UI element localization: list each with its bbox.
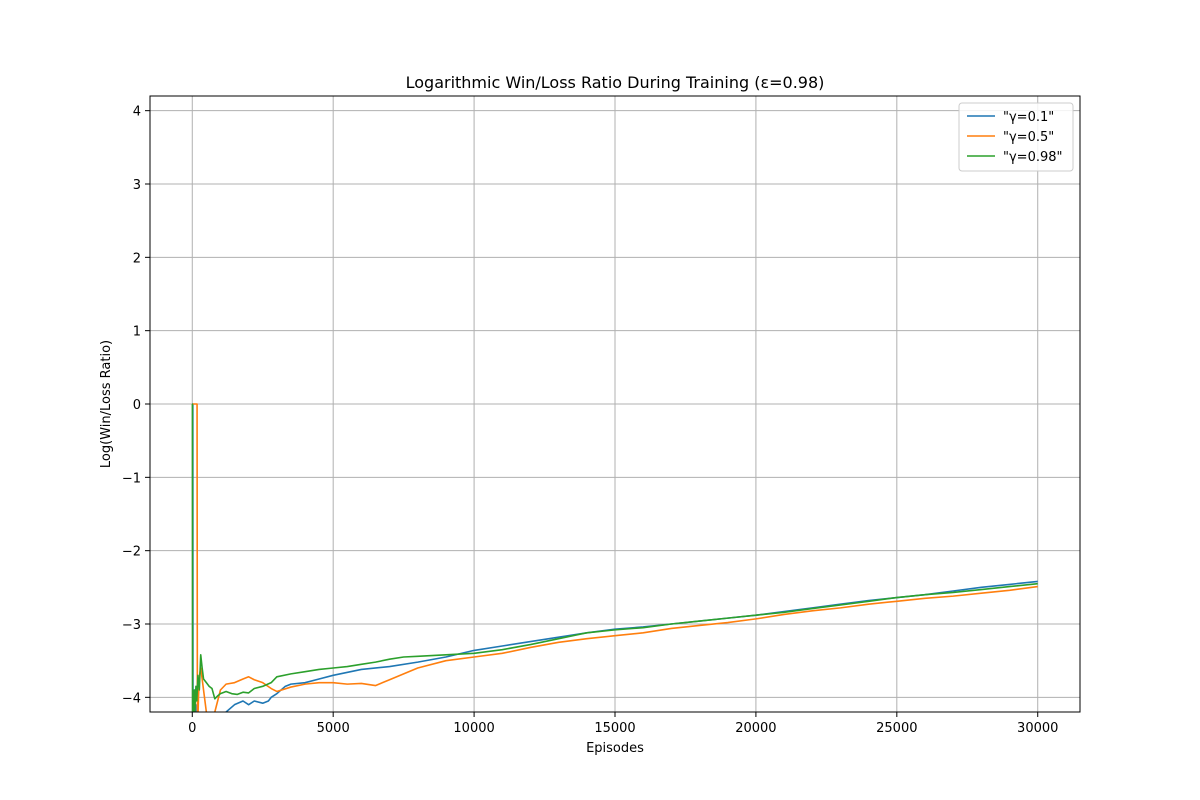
y-tick-label: −2	[122, 545, 141, 560]
y-axis-ticks: −4 −3 −2 −1 0 1 2 3 4	[122, 105, 150, 706]
y-tick-label: 3	[133, 178, 141, 193]
series-line-1	[192, 403, 1038, 712]
y-tick-label: −3	[122, 618, 141, 633]
legend-label: "γ=0.98"	[1003, 150, 1063, 165]
y-tick-label: 2	[133, 251, 141, 266]
y-tick-label: −1	[122, 471, 141, 486]
x-axis-ticks: 0 5000 10000 15000 20000 25000 30000	[188, 712, 1058, 736]
y-tick-label: −4	[122, 691, 141, 706]
y-tick-label: 4	[133, 105, 141, 120]
y-axis-label: Log(Win/Loss Ratio)	[99, 340, 114, 468]
y-tick-label: 1	[133, 325, 141, 340]
series-line-2	[191, 403, 1038, 712]
x-tick-label: 30000	[1017, 721, 1058, 736]
chart-title: Logarithmic Win/Loss Ratio During Traini…	[406, 73, 825, 92]
x-tick-label: 0	[188, 721, 196, 736]
x-tick-label: 10000	[453, 721, 494, 736]
x-tick-label: 25000	[876, 721, 917, 736]
x-tick-label: 15000	[594, 721, 635, 736]
x-tick-label: 5000	[317, 721, 350, 736]
x-tick-label: 20000	[735, 721, 776, 736]
grid	[150, 96, 1080, 712]
x-axis-label: Episodes	[586, 741, 644, 756]
y-tick-label: 0	[133, 398, 141, 413]
legend-label: "γ=0.1"	[1003, 110, 1054, 125]
plot-lines	[191, 403, 1038, 712]
legend: "γ=0.1" "γ=0.5" "γ=0.98"	[958, 102, 1074, 172]
legend-box	[958, 102, 1074, 172]
legend-label: "γ=0.5"	[1003, 130, 1054, 145]
